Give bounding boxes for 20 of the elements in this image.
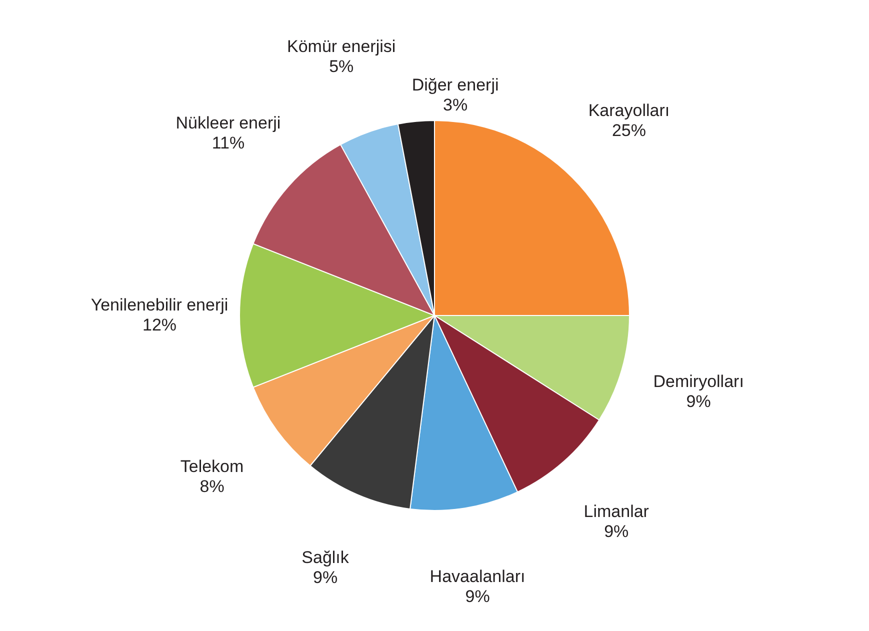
slice-label: Yenilenebilir enerji [90, 296, 228, 314]
slice-label: Limanlar [584, 502, 650, 521]
data-label: 12% [142, 316, 177, 334]
data-label: 9% [604, 522, 629, 541]
slice-label: Kömür enerjisi [287, 36, 396, 56]
data-label: 3% [443, 95, 468, 114]
slice-label: Telekom [180, 457, 244, 476]
data-label: 25% [612, 121, 646, 140]
data-label: 8% [200, 477, 224, 496]
data-label: 9% [465, 587, 490, 606]
data-label: 5% [329, 56, 354, 76]
slice-label: Sağlık [302, 548, 350, 567]
slice-label: Karayolları [588, 101, 670, 120]
data-label: 9% [312, 568, 338, 587]
slice-label: Demiryolları [653, 372, 744, 392]
slice-label: Havaalanları [430, 567, 526, 586]
data-label: 11% [212, 134, 245, 153]
slice-label: Nükleer enerji [176, 114, 281, 133]
slice-label: Diğer enerji [412, 75, 499, 94]
data-label: 9% [686, 392, 711, 412]
